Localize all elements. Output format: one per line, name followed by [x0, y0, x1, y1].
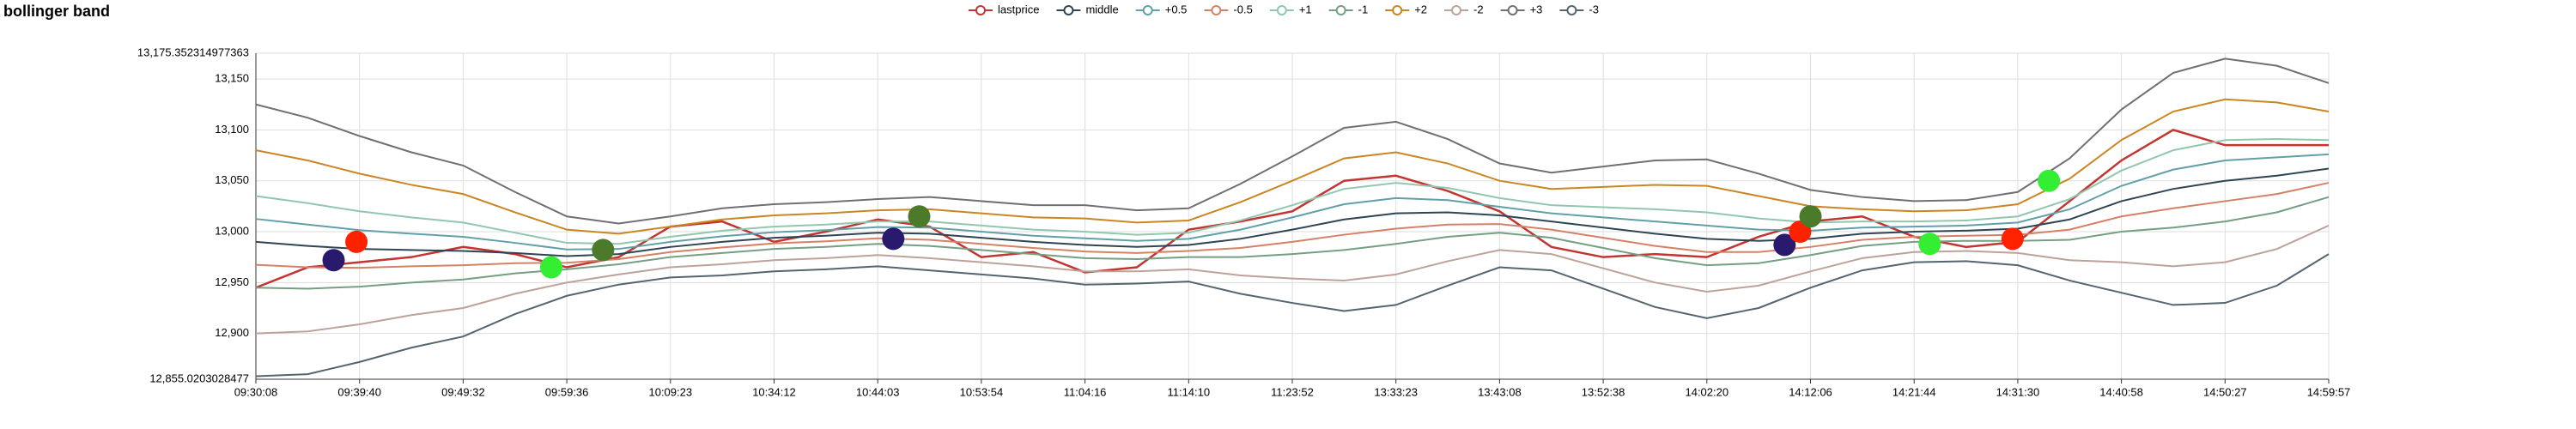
y-tick-label: 13,150 [215, 72, 249, 85]
x-tick-label: 14:59:57 [2307, 385, 2351, 398]
signal-point [322, 249, 345, 272]
legend-icon-dot [1142, 5, 1153, 15]
x-tick-label: 13:43:08 [1478, 385, 1522, 398]
y-tick-label: 13,000 [215, 224, 249, 237]
legend-icon-dot [1276, 5, 1287, 15]
signal-point [1799, 205, 1822, 228]
series-line [255, 196, 2330, 290]
y-tick-label: 13,175.352314977363 [137, 45, 249, 58]
x-tick-label: 13:52:38 [1582, 385, 1625, 398]
x-tick-label: 09:39:40 [337, 385, 381, 398]
legend-icon-dot [1211, 5, 1222, 15]
y-tick-label: 12,855.0203028477 [149, 372, 249, 384]
series-line [255, 98, 2330, 235]
legend-icon-dot [1451, 5, 1462, 15]
legend-label: +3 [1530, 3, 1543, 15]
legend-label: -2 [1473, 3, 1484, 15]
x-tick-label: 14:40:58 [2099, 385, 2143, 398]
x-tick-label: 10:09:23 [648, 385, 692, 398]
x-tick-label: 09:59:36 [545, 385, 589, 398]
y-tick-label: 12,950 [215, 275, 249, 288]
legend-item[interactable]: +1 [1269, 3, 1312, 15]
series-line [255, 253, 2330, 378]
y-tick-label: 12,900 [215, 326, 249, 339]
x-tick-label: 13:33:23 [1374, 385, 1418, 398]
series-line [255, 57, 2330, 225]
x-tick-label: 10:34:12 [752, 385, 796, 398]
legend-item[interactable]: -1 [1328, 3, 1369, 15]
chart-title: bollinger band [3, 3, 110, 20]
legend-item[interactable]: middle [1056, 3, 1119, 15]
signal-point [2001, 227, 2024, 251]
legend-item[interactable]: lastprice [969, 3, 1039, 15]
signal-point [539, 256, 562, 279]
legend-item[interactable]: +3 [1500, 3, 1543, 15]
legend-label: -1 [1358, 3, 1369, 15]
legend-icon-dot [1335, 5, 1346, 15]
signal-point [2038, 169, 2061, 192]
x-tick-label: 09:30:08 [234, 385, 278, 398]
signal-point [592, 239, 615, 262]
signal-point [882, 227, 905, 251]
y-tick-label: 13,050 [215, 173, 249, 186]
x-tick-label: 11:23:52 [1271, 385, 1314, 398]
signal-point [908, 205, 931, 228]
legend-item[interactable]: -2 [1444, 3, 1484, 15]
series-line [255, 224, 2330, 335]
x-tick-label: 14:02:20 [1685, 385, 1728, 398]
legend-icon-dot [975, 5, 987, 15]
x-tick-label: 11:14:10 [1167, 385, 1210, 398]
legend: lastprice middle +0.5 -0.5 +1 -1 +2 -2 +3 -3 [969, 3, 1599, 15]
signal-point [1773, 233, 1796, 257]
legend-item[interactable]: +2 [1385, 3, 1427, 15]
legend-icon-dot [1392, 5, 1403, 15]
x-tick-label: 10:44:03 [856, 385, 900, 398]
legend-label: -0.5 [1233, 3, 1252, 15]
x-tick-label: 10:53:54 [960, 385, 1004, 398]
y-tick-label: 13,100 [215, 123, 249, 136]
x-tick-label: 11:04:16 [1064, 385, 1107, 398]
x-tick-label: 09:49:32 [441, 385, 485, 398]
legend-label: -3 [1589, 3, 1599, 15]
legend-item[interactable]: -0.5 [1204, 3, 1253, 15]
legend-item[interactable]: -3 [1559, 3, 1599, 15]
legend-label: lastprice [998, 3, 1039, 15]
legend-icon-dot [1063, 5, 1074, 15]
legend-icon-dot [1566, 5, 1577, 15]
x-tick-label: 14:21:44 [1893, 385, 1936, 398]
signal-point [345, 230, 368, 253]
legend-label: +1 [1299, 3, 1312, 15]
x-tick-label: 14:31:30 [1996, 385, 2040, 398]
legend-icon-dot [1507, 5, 1518, 15]
legend-item[interactable]: +0.5 [1135, 3, 1188, 15]
x-tick-label: 14:12:06 [1789, 385, 1832, 398]
x-tick-label: 14:50:27 [2203, 385, 2247, 398]
legend-label: +2 [1414, 3, 1427, 15]
signal-point [1918, 233, 1941, 256]
legend-label: middle [1085, 3, 1118, 15]
legend-label: +0.5 [1165, 3, 1188, 15]
